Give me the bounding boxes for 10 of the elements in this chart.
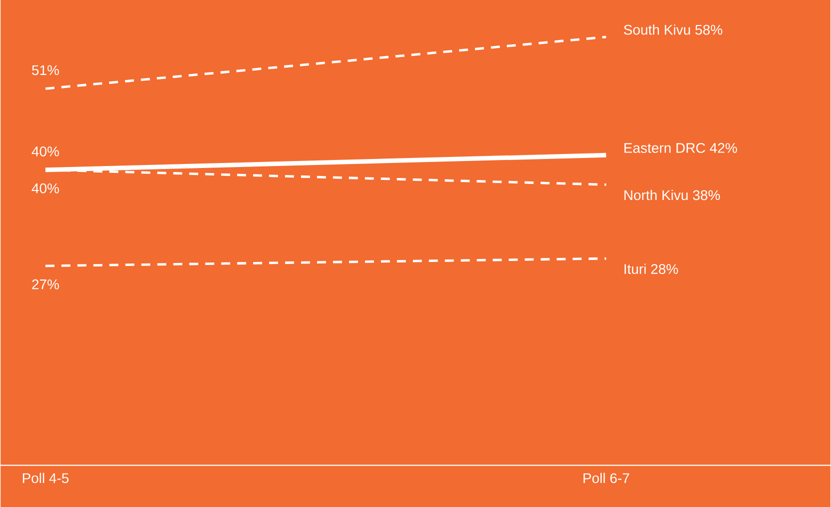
data-label: 27% [32,279,59,290]
data-label: 51% [32,65,59,75]
data-label: 40% [32,183,59,194]
data-label: 40% [32,146,59,156]
series-label: North Kivu 38% [624,190,720,200]
series-label: Eastern DRC 42% [624,142,738,153]
x-tick-label: Poll 4-5 [22,472,69,483]
series-label: South Kivu 58% [624,24,722,35]
x-tick-label: Poll 6-7 [584,472,630,483]
series-label: Ituri 28% [624,264,678,274]
